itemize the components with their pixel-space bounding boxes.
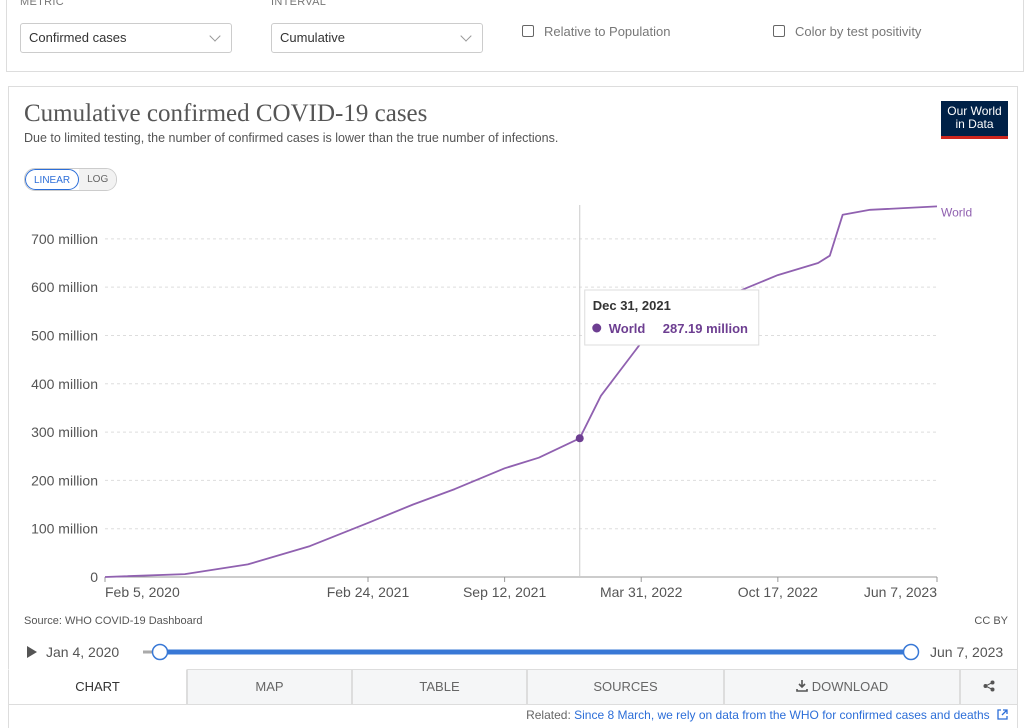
tab-label: CHART (75, 679, 120, 694)
timeline: Jan 4, 2020 Jun 7, 2023 (27, 643, 1003, 661)
tab-label: SOURCES (593, 679, 658, 694)
share-button[interactable] (960, 669, 1018, 705)
chart-title: Cumulative confirmed COVID-19 cases (24, 100, 428, 127)
related-label: Related: (526, 708, 571, 722)
related: Related: Since 8 March, we rely on data … (526, 708, 1008, 722)
checkbox[interactable]: Relative to Population (522, 24, 670, 39)
play-button[interactable] (27, 646, 37, 658)
logo-line: Our World (947, 104, 1002, 118)
logo-line: in Data (955, 117, 994, 131)
checkbox[interactable]: Color by test positivity (773, 24, 921, 39)
timeline-start: Jan 4, 2020 (46, 644, 119, 660)
interval-dropdown[interactable]: Cumulative (271, 23, 483, 53)
share-icon (983, 680, 995, 692)
download-icon (795, 680, 808, 692)
metric-label: METRIC (20, 0, 64, 8)
scale-toggle: LINEAR LOG (24, 168, 118, 191)
timeline-handle[interactable] (902, 643, 920, 661)
chart-card (8, 86, 1018, 728)
tab[interactable]: SOURCES (527, 669, 724, 705)
metric-dropdown[interactable]: Confirmed cases (20, 23, 232, 53)
logo: Our World in Data (941, 101, 1008, 139)
scale-option[interactable]: LINEAR (25, 169, 80, 190)
tab-label: DOWNLOAD (811, 679, 889, 694)
related-link[interactable]: Since 8 March, we rely on data from the … (574, 708, 990, 722)
metric-value: Confirmed cases (29, 30, 127, 45)
license: CC BY (974, 615, 1008, 627)
chart-subtitle: Due to limited testing, the number of co… (24, 131, 559, 145)
scale-option[interactable]: LOG (79, 169, 117, 190)
tab[interactable]: CHART (8, 669, 187, 705)
tab[interactable]: MAP (187, 669, 352, 705)
external-link-icon (997, 709, 1008, 720)
interval-value: Cumulative (280, 30, 346, 45)
checkbox-label: Color by test positivity (795, 24, 922, 39)
tab-label: TABLE (419, 679, 460, 694)
interval-label: INTERVAL (271, 0, 327, 8)
timeline-end: Jun 7, 2023 (930, 644, 1003, 660)
source: Source: WHO COVID-19 Dashboard (24, 615, 203, 627)
tab[interactable]: TABLE (352, 669, 527, 705)
tab[interactable]: DOWNLOAD (724, 669, 960, 705)
tab-label: MAP (255, 679, 284, 694)
timeline-handle[interactable] (151, 643, 169, 661)
checkbox-label: Relative to Population (544, 24, 671, 39)
